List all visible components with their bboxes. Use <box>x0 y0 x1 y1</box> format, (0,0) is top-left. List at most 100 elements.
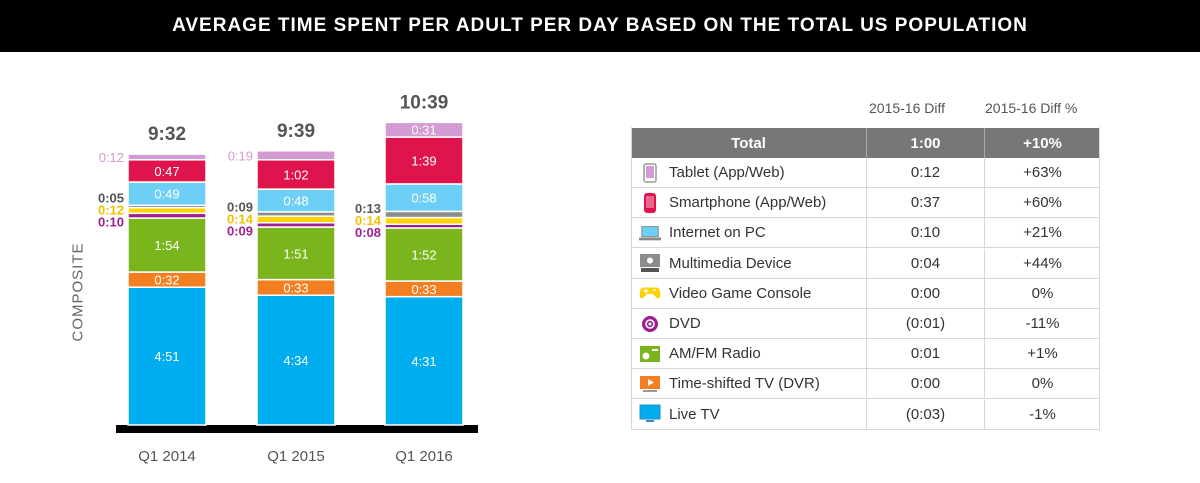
row-media-cell: Smartphone (App/Web) <box>631 188 867 218</box>
bar-segment-live-tv-0 <box>127 286 207 426</box>
col-header-diff: 2015-16 Diff <box>869 100 946 116</box>
bar-value-label: 1:52 <box>411 248 436 263</box>
row-diff-pct: +1% <box>1027 345 1058 363</box>
row-diff: 0:10 <box>867 218 985 248</box>
row-media-cell: Video Game Console <box>631 278 867 308</box>
bar-value-label: 4:31 <box>411 354 436 369</box>
row-label: Internet on PC <box>669 224 766 242</box>
row-label: Multimedia Device <box>669 254 792 272</box>
bar-value-label: 0:33 <box>411 282 436 297</box>
outside-value-label: 0:10 <box>98 214 124 229</box>
stacked-bar-chart: 4:510:321:540:490:470:050:120:100:129:32… <box>98 92 478 465</box>
bar-value-label: 0:47 <box>154 164 179 179</box>
outside-value-label: 0:19 <box>228 148 253 163</box>
row-label: Live TV <box>669 405 720 423</box>
row-label: AM/FM Radio <box>669 345 761 363</box>
row-media-cell: DVD <box>631 309 867 338</box>
table-row: Multimedia Device 0:04 +44% <box>631 248 1100 279</box>
row-diff: 0:12 <box>867 158 985 187</box>
bar-total-label: 10:39 <box>400 92 449 113</box>
x-tick-label: Q1 2015 <box>267 448 325 465</box>
outside-value-label: 0:12 <box>98 202 124 217</box>
bar-value-label: 0:48 <box>283 194 308 209</box>
radio-icon <box>639 343 661 365</box>
row-diff: 0:00 <box>867 369 985 399</box>
row-media-cell: Live TV <box>631 399 867 429</box>
bar-value-label: 1:54 <box>154 238 179 253</box>
outside-value-label: 0:13 <box>355 201 381 216</box>
bar-segment-smartphone-app-web--2 <box>384 136 464 185</box>
bar-value-label: 4:51 <box>154 349 179 364</box>
gamepad-icon <box>639 282 661 304</box>
row-diff: 0:00 <box>867 278 985 308</box>
outside-value-label: 0:08 <box>355 225 381 240</box>
row-media-cell: Tablet (App/Web) <box>631 158 867 187</box>
table-row: Smartphone (App/Web) 0:37 +60% <box>631 188 1100 219</box>
multimedia-device-icon <box>639 252 661 274</box>
row-diff: (0:01) <box>867 309 985 338</box>
outside-value-label: 0:14 <box>355 213 382 228</box>
bar-segment-video-game-console-0 <box>127 206 207 215</box>
bar-segment-tablet-app-web--0 <box>127 153 207 161</box>
row-diff-pct: 0% <box>1031 284 1054 302</box>
bar-segment-internet-on-pc-2 <box>384 183 464 213</box>
x-tick-label: Q1 2014 <box>138 448 196 465</box>
row-media-cell: AM/FM Radio <box>631 339 867 369</box>
bar-segment-live-tv-1 <box>256 294 336 426</box>
row-diff-pct: +63% <box>1023 164 1062 181</box>
bar-value-label: 1:02 <box>283 167 308 182</box>
x-axis-baseline <box>116 425 478 433</box>
row-diff: 0:37 <box>867 188 985 218</box>
row-diff-pct: -11% <box>1025 315 1060 332</box>
bar-total-label: 9:32 <box>148 124 186 145</box>
dvr-icon <box>639 373 661 395</box>
bar-segment-am-fm-radio-1 <box>256 226 336 281</box>
row-label: Video Game Console <box>669 284 812 302</box>
row-diff: 0:01 <box>867 339 985 369</box>
bar-value-label: 4:34 <box>283 353 308 368</box>
outside-value-label: 0:14 <box>227 211 254 226</box>
row-diff: (0:03) <box>867 399 985 429</box>
bar-value-label: 0:33 <box>283 280 308 295</box>
chart-title-banner: AVERAGE TIME SPENT PER ADULT PER DAY BAS… <box>0 0 1200 52</box>
row-diff-pct: +44% <box>1023 254 1062 272</box>
bar-value-label: 0:58 <box>411 191 436 206</box>
bar-segment-am-fm-radio-2 <box>384 227 464 282</box>
col-header-diff-pct: 2015-16 Diff % <box>985 100 1078 116</box>
table-row: Time-shifted TV (DVR) 0:00 0% <box>631 369 1100 400</box>
row-diff-pct: 0% <box>1031 375 1054 393</box>
outside-value-label: 0:09 <box>227 199 253 214</box>
table-row-total: Total 1:00 +10% <box>631 128 1100 158</box>
bar-value-label: 0:31 <box>411 123 436 138</box>
table-row: Tablet (App/Web) 0:12 +63% <box>631 158 1100 188</box>
tablet-icon <box>639 162 661 184</box>
row-diff-pct: +21% <box>1023 224 1062 242</box>
bar-segment-video-game-console-1 <box>256 215 336 224</box>
bar-total-label: 9:39 <box>277 121 315 142</box>
table-row: AM/FM Radio 0:01 +1% <box>631 339 1100 370</box>
outside-value-label: 0:09 <box>227 223 253 238</box>
row-media-cell: Multimedia Device <box>631 248 867 278</box>
outside-value-label: 0:12 <box>99 150 124 165</box>
table-row: DVD (0:01) -11% <box>631 309 1100 339</box>
bar-segment-live-tv-2 <box>384 295 464 426</box>
bar-segment-multimedia-device-2 <box>384 210 464 219</box>
bar-segment-smartphone-app-web--1 <box>256 159 336 190</box>
row-label: Tablet (App/Web) <box>669 164 785 181</box>
total-pct: +10% <box>1023 134 1062 152</box>
bar-value-label: 0:49 <box>154 187 179 202</box>
tv-icon <box>639 403 661 425</box>
row-diff: 0:04 <box>867 248 985 278</box>
row-label: Time-shifted TV (DVR) <box>669 375 820 393</box>
smartphone-icon <box>639 192 661 214</box>
table-row: Live TV (0:03) -1% <box>631 399 1100 430</box>
row-label: DVD <box>669 315 701 332</box>
dvd-icon <box>639 313 661 335</box>
bar-segment-tablet-app-web--1 <box>256 150 336 161</box>
row-label: Smartphone (App/Web) <box>669 194 827 212</box>
row-diff-pct: +60% <box>1023 194 1062 212</box>
total-diff: 1:00 <box>867 128 985 158</box>
bar-value-label: 1:51 <box>283 246 308 261</box>
bar-segment-video-game-console-2 <box>384 216 464 225</box>
table-row: Video Game Console 0:00 0% <box>631 278 1100 309</box>
